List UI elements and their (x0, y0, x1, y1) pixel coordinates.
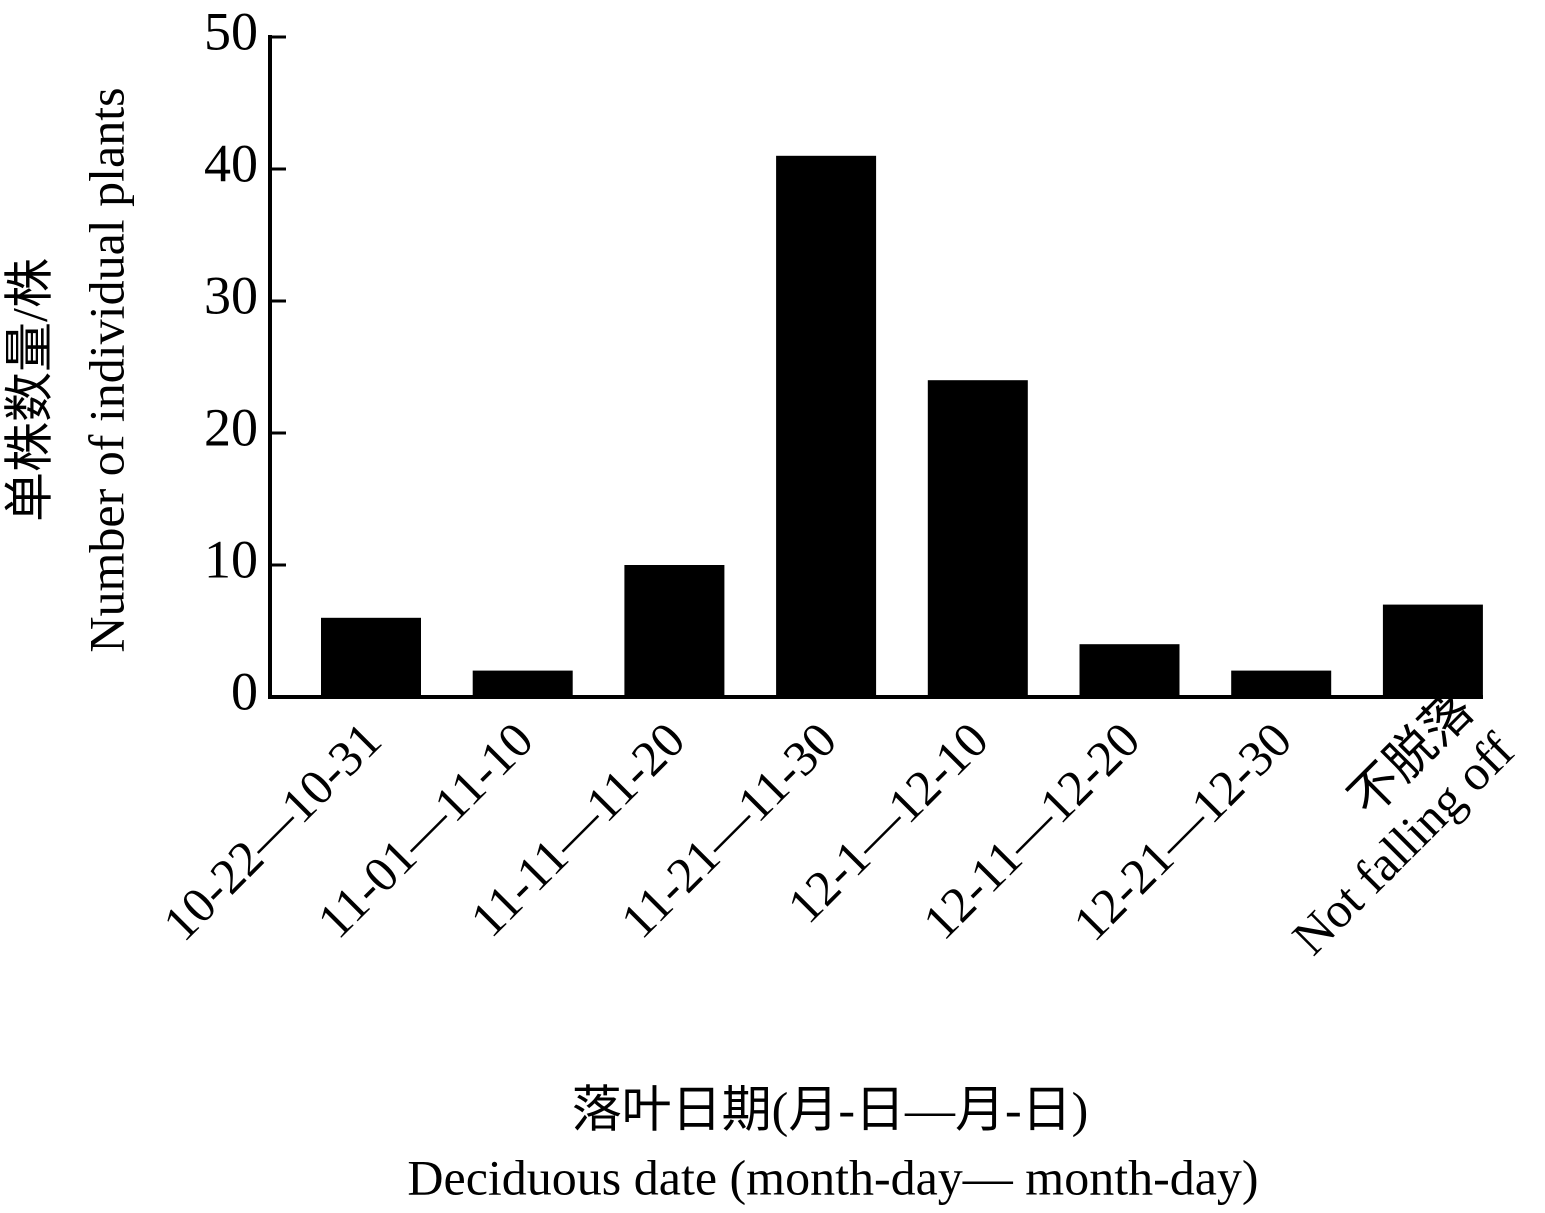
bar (624, 565, 725, 697)
y-tick-label: 10 (204, 529, 258, 589)
y-tick-label: 20 (204, 397, 258, 457)
y-axis-label: 单株数量/株 (1, 258, 57, 522)
bar (472, 670, 573, 697)
y-tick-label: 30 (204, 265, 258, 325)
bar (321, 617, 421, 697)
y-tick-label: 0 (231, 661, 258, 721)
y-tick-label: 40 (204, 133, 258, 193)
bar (1079, 644, 1180, 697)
bar (776, 155, 877, 698)
bar (1231, 670, 1332, 697)
y-axis-label: Number of individual plants (78, 87, 134, 652)
bar (1382, 604, 1483, 697)
x-tick-label: 不脱落Not falling off (1241, 681, 1525, 965)
bar (927, 380, 1028, 697)
x-axis-label: 落叶日期(月-日—月-日) (572, 1081, 1089, 1137)
y-tick-label: 50 (204, 1, 258, 61)
x-axis-label: Deciduous date (month-day— month-day) (407, 1149, 1258, 1205)
